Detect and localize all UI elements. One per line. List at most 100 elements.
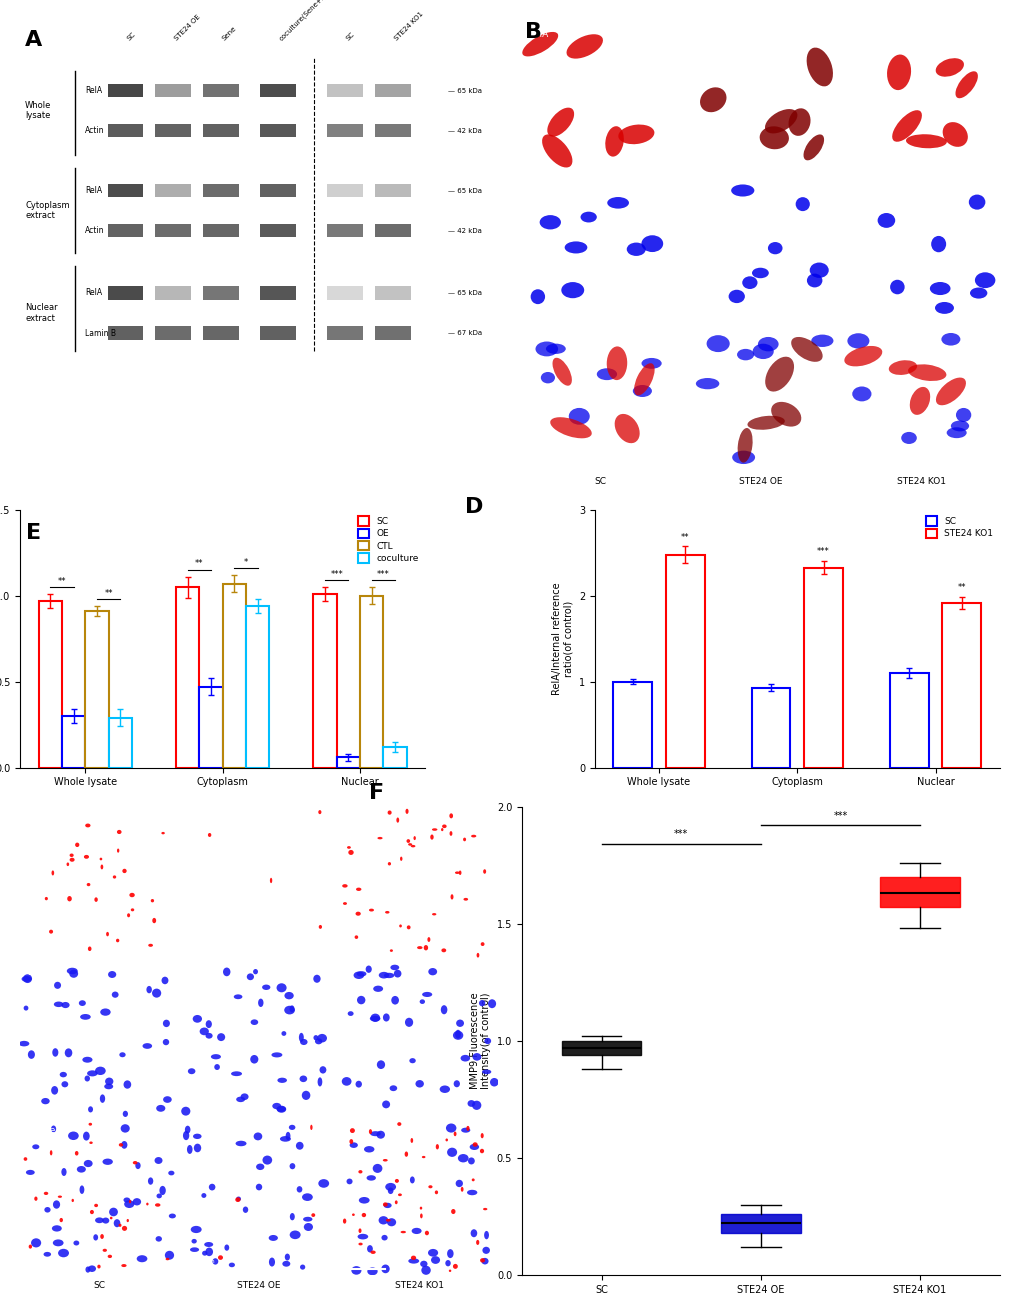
Ellipse shape [123, 1080, 131, 1089]
Ellipse shape [569, 409, 589, 424]
Ellipse shape [382, 1013, 389, 1021]
Text: ***: *** [816, 548, 829, 557]
Text: — 65 kDa: — 65 kDa [447, 290, 481, 297]
Ellipse shape [152, 919, 156, 924]
Ellipse shape [100, 1008, 110, 1016]
Ellipse shape [408, 843, 412, 846]
Ellipse shape [202, 1250, 207, 1255]
Text: E: E [25, 523, 41, 543]
Bar [222, 584, 246, 768]
Ellipse shape [54, 982, 61, 989]
Bar [203, 286, 238, 299]
Ellipse shape [126, 1219, 128, 1222]
Ellipse shape [463, 838, 466, 842]
Text: MMP9: MMP9 [26, 812, 53, 820]
Ellipse shape [382, 1159, 387, 1162]
Ellipse shape [271, 1053, 282, 1058]
Bar [109, 718, 132, 768]
Ellipse shape [159, 1187, 166, 1196]
Ellipse shape [299, 1033, 304, 1042]
Text: Dapi: Dapi [528, 180, 548, 189]
Ellipse shape [545, 343, 566, 354]
Ellipse shape [208, 833, 211, 837]
Text: Nuclear
extract: Nuclear extract [25, 303, 58, 323]
Ellipse shape [243, 1206, 248, 1213]
Ellipse shape [276, 1106, 286, 1112]
Ellipse shape [88, 947, 92, 951]
Ellipse shape [284, 991, 293, 999]
Ellipse shape [539, 215, 560, 229]
Ellipse shape [732, 450, 754, 464]
Ellipse shape [130, 908, 135, 911]
Ellipse shape [372, 1164, 382, 1174]
Ellipse shape [93, 1235, 98, 1241]
Ellipse shape [411, 1255, 416, 1259]
Ellipse shape [476, 1240, 479, 1245]
Ellipse shape [420, 1206, 422, 1210]
Ellipse shape [410, 1176, 415, 1184]
Bar [327, 224, 363, 237]
Ellipse shape [97, 1265, 101, 1268]
Ellipse shape [770, 402, 801, 427]
Ellipse shape [370, 1250, 375, 1254]
Text: 100um: 100um [354, 1258, 375, 1263]
Ellipse shape [53, 1201, 60, 1209]
Text: Cytoplasm
extract: Cytoplasm extract [25, 200, 69, 220]
Ellipse shape [470, 1229, 477, 1237]
Bar [260, 183, 296, 198]
Ellipse shape [51, 1086, 58, 1094]
Ellipse shape [297, 1187, 302, 1193]
Ellipse shape [347, 1011, 354, 1016]
Ellipse shape [454, 872, 460, 874]
Text: **: ** [195, 559, 204, 569]
Text: ***: *** [377, 570, 389, 579]
Bar [383, 747, 407, 768]
Ellipse shape [168, 1171, 174, 1175]
Ellipse shape [122, 1111, 127, 1118]
Text: **: ** [681, 533, 689, 541]
Ellipse shape [806, 273, 821, 288]
Ellipse shape [472, 1053, 481, 1060]
Ellipse shape [407, 925, 411, 929]
Text: Actin: Actin [85, 226, 104, 235]
Bar [260, 327, 296, 340]
Ellipse shape [737, 428, 752, 463]
Ellipse shape [399, 856, 403, 861]
Ellipse shape [163, 1039, 169, 1045]
Ellipse shape [378, 972, 389, 978]
Ellipse shape [946, 427, 966, 438]
Bar [155, 286, 191, 299]
Ellipse shape [25, 1170, 35, 1175]
Ellipse shape [81, 1013, 91, 1020]
Ellipse shape [373, 986, 383, 991]
Ellipse shape [268, 1235, 277, 1241]
Ellipse shape [369, 908, 374, 912]
Ellipse shape [272, 1103, 281, 1110]
Ellipse shape [358, 1228, 361, 1233]
Ellipse shape [74, 1151, 78, 1155]
Ellipse shape [390, 965, 398, 971]
Ellipse shape [276, 1106, 285, 1112]
Ellipse shape [791, 337, 822, 362]
Ellipse shape [200, 1028, 209, 1036]
Ellipse shape [44, 1207, 51, 1213]
Ellipse shape [445, 1261, 450, 1266]
Ellipse shape [461, 1187, 463, 1192]
Text: Dapi: Dapi [26, 968, 48, 977]
Bar [155, 183, 191, 198]
Ellipse shape [929, 282, 950, 295]
Text: **: ** [957, 583, 965, 592]
Text: SC: SC [125, 31, 137, 42]
Text: RelA: RelA [85, 186, 102, 195]
Ellipse shape [31, 1239, 41, 1248]
Ellipse shape [469, 1144, 479, 1150]
Ellipse shape [453, 1132, 457, 1136]
Ellipse shape [148, 943, 153, 947]
Ellipse shape [367, 1245, 373, 1253]
Ellipse shape [58, 1249, 69, 1257]
Ellipse shape [289, 1163, 296, 1170]
Ellipse shape [106, 932, 109, 937]
Ellipse shape [61, 1168, 66, 1176]
Text: STE24 KO1: STE24 KO1 [896, 477, 945, 485]
Ellipse shape [383, 1202, 391, 1209]
